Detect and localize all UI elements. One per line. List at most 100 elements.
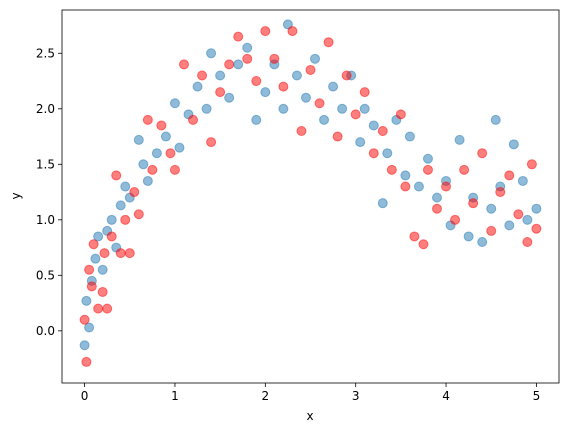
point — [305, 64, 316, 75]
point — [400, 170, 411, 181]
point — [197, 70, 208, 81]
point — [526, 159, 537, 170]
y-tick-label: 1.0 — [36, 213, 55, 227]
point — [418, 239, 429, 250]
point — [531, 223, 542, 234]
point — [192, 81, 203, 92]
point — [97, 264, 108, 275]
y-tick-label: 0.0 — [36, 324, 55, 338]
point — [129, 187, 140, 198]
point — [454, 134, 465, 145]
point — [432, 203, 443, 214]
point — [422, 164, 433, 175]
point — [441, 181, 452, 192]
point — [486, 225, 497, 236]
point — [99, 248, 110, 259]
point — [233, 31, 244, 42]
point — [337, 103, 348, 114]
point — [188, 114, 199, 125]
point — [477, 148, 488, 159]
point — [251, 76, 262, 87]
point — [377, 126, 388, 137]
point — [84, 264, 95, 275]
point — [517, 175, 528, 186]
point — [432, 192, 443, 203]
x-tick-label: 1 — [171, 389, 179, 403]
point — [142, 114, 153, 125]
point — [341, 70, 352, 81]
point — [151, 148, 162, 159]
point — [93, 231, 104, 242]
point — [400, 181, 411, 192]
point — [178, 59, 189, 70]
point — [495, 187, 506, 198]
point — [350, 109, 361, 120]
point — [287, 26, 298, 37]
point — [215, 87, 226, 98]
point — [224, 92, 235, 103]
point — [138, 159, 149, 170]
point — [377, 198, 388, 209]
point — [504, 170, 515, 181]
point — [142, 175, 153, 186]
point — [115, 248, 126, 259]
point — [323, 37, 334, 48]
point — [278, 103, 289, 114]
point — [224, 59, 235, 70]
point — [106, 231, 117, 242]
point — [160, 131, 171, 142]
point — [169, 98, 180, 109]
point — [413, 181, 424, 192]
point — [463, 231, 474, 242]
point — [242, 53, 253, 64]
point — [468, 198, 479, 209]
x-tick-label: 2 — [261, 389, 269, 403]
point — [242, 42, 253, 53]
point — [504, 220, 515, 231]
point — [86, 281, 97, 292]
point — [115, 200, 126, 211]
point — [296, 126, 307, 137]
point — [97, 286, 108, 297]
y-axis-label: y — [9, 192, 23, 199]
point — [79, 340, 90, 351]
point — [90, 253, 101, 264]
point — [355, 137, 366, 148]
point — [395, 109, 406, 120]
point — [233, 59, 244, 70]
point — [269, 53, 280, 64]
point — [93, 303, 104, 314]
point — [156, 120, 167, 131]
point — [165, 148, 176, 159]
y-tick-label: 1.5 — [36, 157, 55, 171]
point — [422, 153, 433, 164]
point — [251, 114, 262, 125]
point — [382, 148, 393, 159]
point — [486, 203, 497, 214]
point — [359, 103, 370, 114]
point — [88, 239, 99, 250]
y-tick-label: 2.0 — [36, 102, 55, 116]
point — [291, 70, 302, 81]
y-tick-label: 2.5 — [36, 46, 55, 60]
point — [206, 137, 217, 148]
point — [120, 181, 131, 192]
point — [328, 81, 339, 92]
point — [522, 214, 533, 225]
y-tick-label: 0.5 — [36, 268, 55, 282]
point — [513, 209, 524, 220]
point — [81, 356, 92, 367]
point — [106, 214, 117, 225]
point — [174, 142, 185, 153]
point — [111, 170, 122, 181]
point — [201, 103, 212, 114]
x-axis-label: x — [306, 409, 313, 423]
point — [409, 231, 420, 242]
point — [404, 131, 415, 142]
point — [278, 81, 289, 92]
point — [120, 214, 131, 225]
point — [124, 248, 135, 259]
plot-frame — [61, 9, 560, 384]
point — [477, 237, 488, 248]
